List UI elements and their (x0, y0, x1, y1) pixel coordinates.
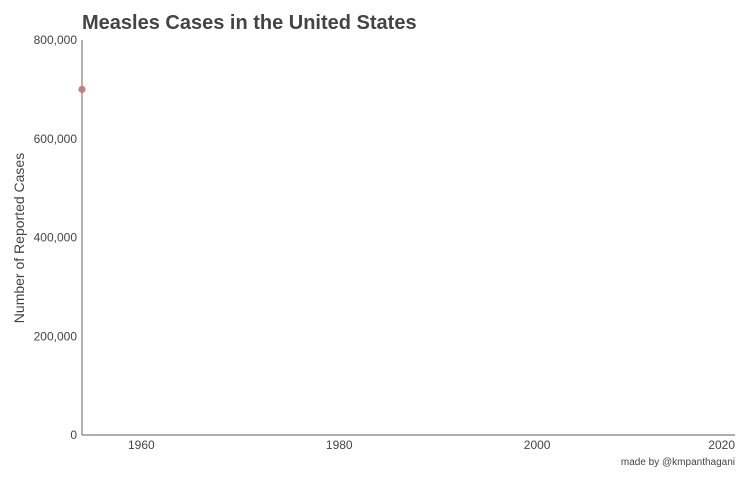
x-tick-label: 1960 (128, 438, 155, 452)
x-tick-label: 1980 (326, 438, 353, 452)
data-points (78, 85, 86, 93)
credit-text: made by @kmpanthagani (621, 457, 735, 468)
y-tick-label: 0 (70, 428, 77, 442)
y-tick-label: 800,000 (34, 33, 78, 47)
x-tick-label: 2000 (524, 438, 551, 452)
y-tick-label: 200,000 (34, 329, 78, 343)
y-tick-label: 400,000 (34, 231, 78, 245)
chart-title: Measles Cases in the United States (82, 12, 417, 34)
y-tick-label: 600,000 (34, 132, 78, 146)
x-tick-labels: 1960 1980 2000 2020 (128, 438, 735, 452)
x-tick-label: 2020 (708, 438, 735, 452)
data-point (78, 85, 86, 93)
y-axis-title: Number of Reported Cases (11, 153, 27, 323)
y-tick-labels: 0 200,000 400,000 600,000 800,000 (34, 33, 78, 442)
